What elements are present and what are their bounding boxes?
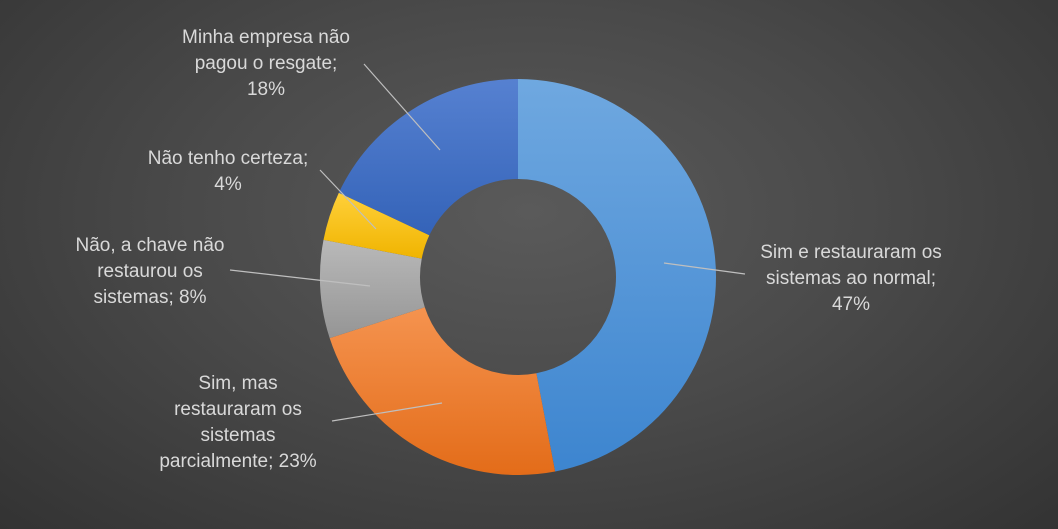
data-label-line: 47% bbox=[832, 294, 870, 315]
data-label-line: 4% bbox=[214, 174, 242, 195]
data-label: Não, a chave não restaurou os sistemas; 8% bbox=[76, 235, 225, 308]
slice-nao-pagou bbox=[338, 79, 518, 236]
data-label-line: restauraram os bbox=[174, 399, 302, 420]
leader-line bbox=[331, 402, 443, 422]
slice-nao-chave bbox=[319, 239, 425, 339]
slice-sim-parcial bbox=[329, 307, 556, 476]
data-label-line: sistemas bbox=[201, 425, 276, 446]
data-label: Não tenho certeza; 4% bbox=[148, 148, 309, 195]
data-label-line: pagou o resgate; bbox=[195, 53, 338, 74]
leader-line bbox=[363, 63, 441, 151]
data-label: Minha empresa não pagou o resgate; 18% bbox=[182, 27, 350, 100]
slice-sim-normal bbox=[518, 79, 717, 472]
leader-line bbox=[229, 269, 371, 287]
data-label-line: parcialmente; 23% bbox=[159, 451, 316, 472]
data-label-line: sistemas; 8% bbox=[94, 287, 207, 308]
data-label-line: sistemas ao normal; bbox=[766, 268, 936, 289]
data-label-line: Não, a chave não bbox=[76, 235, 225, 256]
data-label: Sim e restauraram os sistemas ao normal; 4… bbox=[760, 242, 942, 315]
leader-line bbox=[319, 169, 377, 230]
data-label: Sim, mas restauraram os sistemas parcialmen… bbox=[159, 373, 316, 472]
data-label-line: restaurou os bbox=[97, 261, 203, 282]
leader-line bbox=[663, 262, 746, 275]
data-label-line: Minha empresa não bbox=[182, 27, 350, 48]
data-label-line: Não tenho certeza; bbox=[148, 148, 309, 169]
data-label-line: 18% bbox=[247, 79, 285, 100]
data-label-line: Sim e restauraram os bbox=[760, 242, 942, 263]
data-label-line: Sim, mas bbox=[198, 373, 277, 394]
slice-nao-certeza bbox=[323, 192, 430, 259]
